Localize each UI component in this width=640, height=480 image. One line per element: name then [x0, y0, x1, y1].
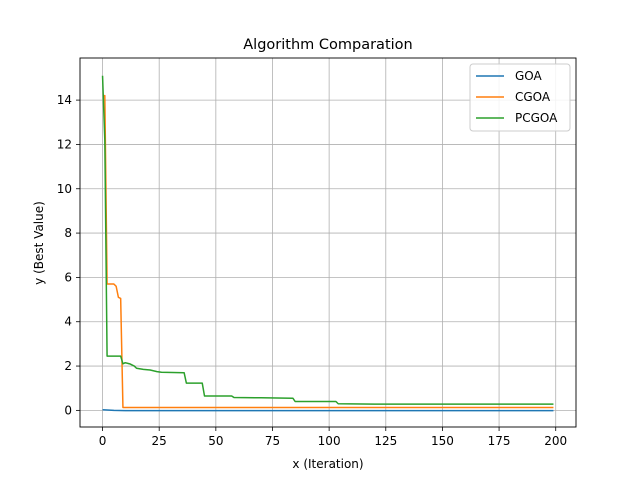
- y-tick-label: 12: [57, 137, 72, 151]
- x-tick-label: 50: [208, 434, 223, 448]
- x-tick-label: 0: [99, 434, 107, 448]
- x-tick-label: 25: [152, 434, 167, 448]
- plot-frame: [79, 57, 577, 428]
- legend-label-goa: GOA: [515, 69, 543, 83]
- axis-ticks: 0 25 50 75 100 125 150 175 200 0 2 4 6 8 10 12 14: [57, 93, 567, 448]
- x-tick-label: 75: [265, 434, 280, 448]
- x-tick-label: 100: [318, 434, 341, 448]
- x-tick-label: 200: [544, 434, 567, 448]
- legend: GOA CGOA PCGOA: [469, 63, 571, 132]
- y-tick-label: 14: [57, 93, 72, 107]
- x-axis-title: x (Iteration): [292, 457, 363, 471]
- x-tick-label: 125: [374, 434, 397, 448]
- y-tick-label: 8: [64, 226, 72, 240]
- legend-label-pcgoa: PCGOA: [515, 111, 558, 125]
- legend-box: [469, 63, 571, 132]
- legend-label-cgoa: CGOA: [515, 90, 551, 104]
- y-tick-label: 6: [64, 270, 72, 284]
- y-axis-title: y (Best Value): [32, 201, 46, 285]
- series-line-pcgoa: [101, 75, 554, 405]
- series-lines: [101, 75, 554, 412]
- series-line-goa: [102, 408, 554, 412]
- y-tick-label: 4: [64, 315, 72, 329]
- x-tick-label: 175: [488, 434, 511, 448]
- y-tick-label: 0: [64, 403, 72, 417]
- chart-title: Algorithm Comparation: [243, 37, 412, 53]
- y-tick-label: 2: [64, 359, 72, 373]
- x-tick-label: 150: [431, 434, 454, 448]
- y-tick-label: 10: [57, 182, 72, 196]
